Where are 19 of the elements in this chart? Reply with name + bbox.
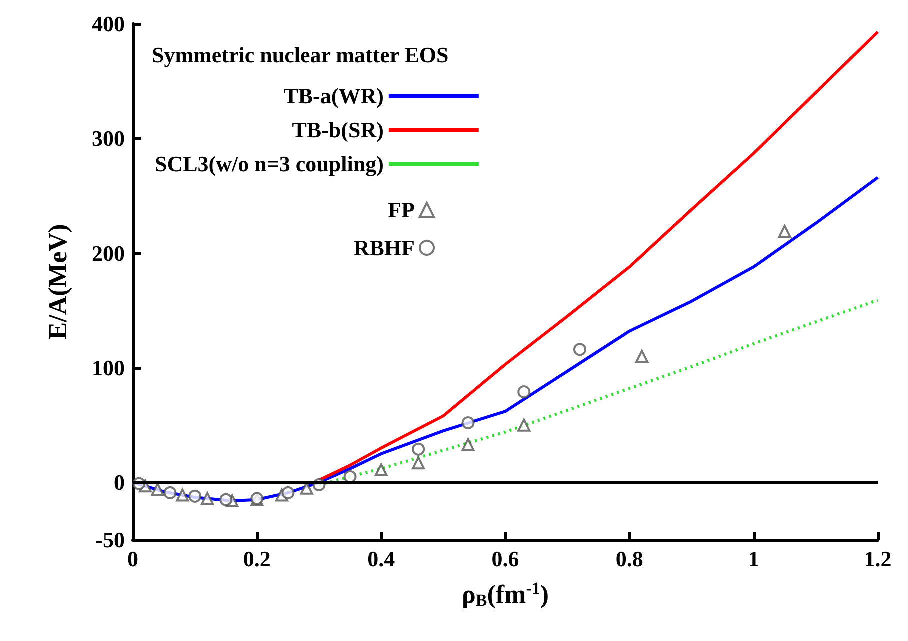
y-tick-label: -50 <box>96 528 125 552</box>
legend-label: SCL3(w/o n=3 coupling) <box>154 152 384 176</box>
legend-title: Symmetric nuclear matter EOS <box>152 42 449 68</box>
legend-label: FP <box>388 198 415 222</box>
x-tick-label: 0.4 <box>368 546 396 572</box>
x-tick-label: 1 <box>748 546 760 572</box>
legend-label: RBHF <box>354 236 415 260</box>
x-tick-label: 0.2 <box>243 546 271 572</box>
y-tick-label: 100 <box>92 356 125 380</box>
y-tick-label: 300 <box>92 126 125 152</box>
y-tick-label: 400 <box>92 12 125 36</box>
y-axis-title: E/A(MeV) <box>44 224 72 340</box>
x-tick-label: 1.2 <box>864 546 892 572</box>
x-tick-label: 0.6 <box>492 546 520 572</box>
y-tick-label: 0 <box>114 470 125 496</box>
y-tick-label: 200 <box>92 240 125 266</box>
x-tick-label: 0.8 <box>616 546 644 572</box>
legend-label: TB-b(SR) <box>292 118 384 142</box>
legend-label: TB-a(WR) <box>284 84 384 108</box>
